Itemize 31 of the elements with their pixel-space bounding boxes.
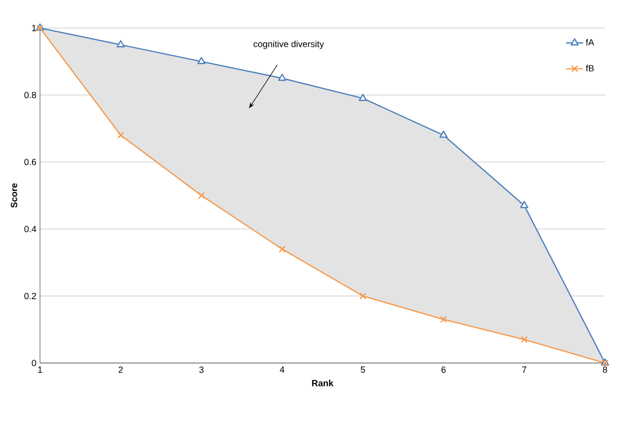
y-axis-title: Score [10, 183, 18, 208]
y-tick-label: 1 [32, 24, 36, 32]
x-tick-label: 4 [280, 366, 284, 373]
point [117, 132, 124, 139]
legend-label: fA [586, 38, 594, 46]
x-tick-label: 3 [199, 366, 204, 373]
point [520, 336, 528, 343]
x-tick-label: 6 [442, 366, 446, 373]
x-axis-title: Rank [312, 380, 334, 386]
annotation: cognitive diversity [254, 40, 324, 49]
y-tick-label: 0.8 [24, 92, 36, 98]
x-tick-label: 2 [118, 366, 123, 373]
legend-label: fB [586, 64, 594, 72]
y-tick-label: 0.2 [24, 292, 36, 300]
x-tick-label: 5 [360, 366, 365, 373]
x-tick-label: 7 [522, 366, 526, 373]
y-tick-label: 0 [32, 360, 36, 366]
point [440, 316, 447, 323]
point [198, 192, 205, 199]
point [520, 200, 528, 208]
x-tick-label: 8 [602, 366, 608, 373]
point [116, 40, 125, 48]
point [197, 56, 206, 64]
point [440, 130, 448, 138]
y-tick-label: 0.4 [24, 226, 36, 232]
point [359, 292, 366, 300]
point [278, 74, 286, 81]
x-tick-label: 1 [38, 366, 42, 373]
point [278, 246, 286, 253]
point [358, 94, 367, 101]
y-tick-label: 0.6 [24, 158, 36, 166]
